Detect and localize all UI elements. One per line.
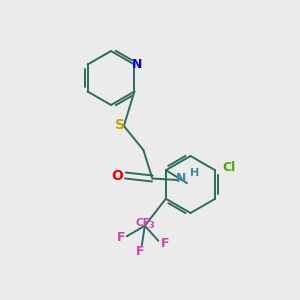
Text: N: N bbox=[132, 58, 142, 71]
Text: N: N bbox=[176, 172, 187, 185]
Text: Cl: Cl bbox=[222, 161, 235, 174]
Text: F: F bbox=[161, 237, 169, 250]
Text: 3: 3 bbox=[148, 221, 154, 230]
Text: F: F bbox=[117, 231, 125, 244]
Text: S: S bbox=[115, 118, 125, 132]
Text: CF: CF bbox=[136, 218, 151, 228]
Text: H: H bbox=[190, 168, 199, 178]
Text: O: O bbox=[111, 169, 123, 182]
Text: F: F bbox=[136, 245, 145, 258]
